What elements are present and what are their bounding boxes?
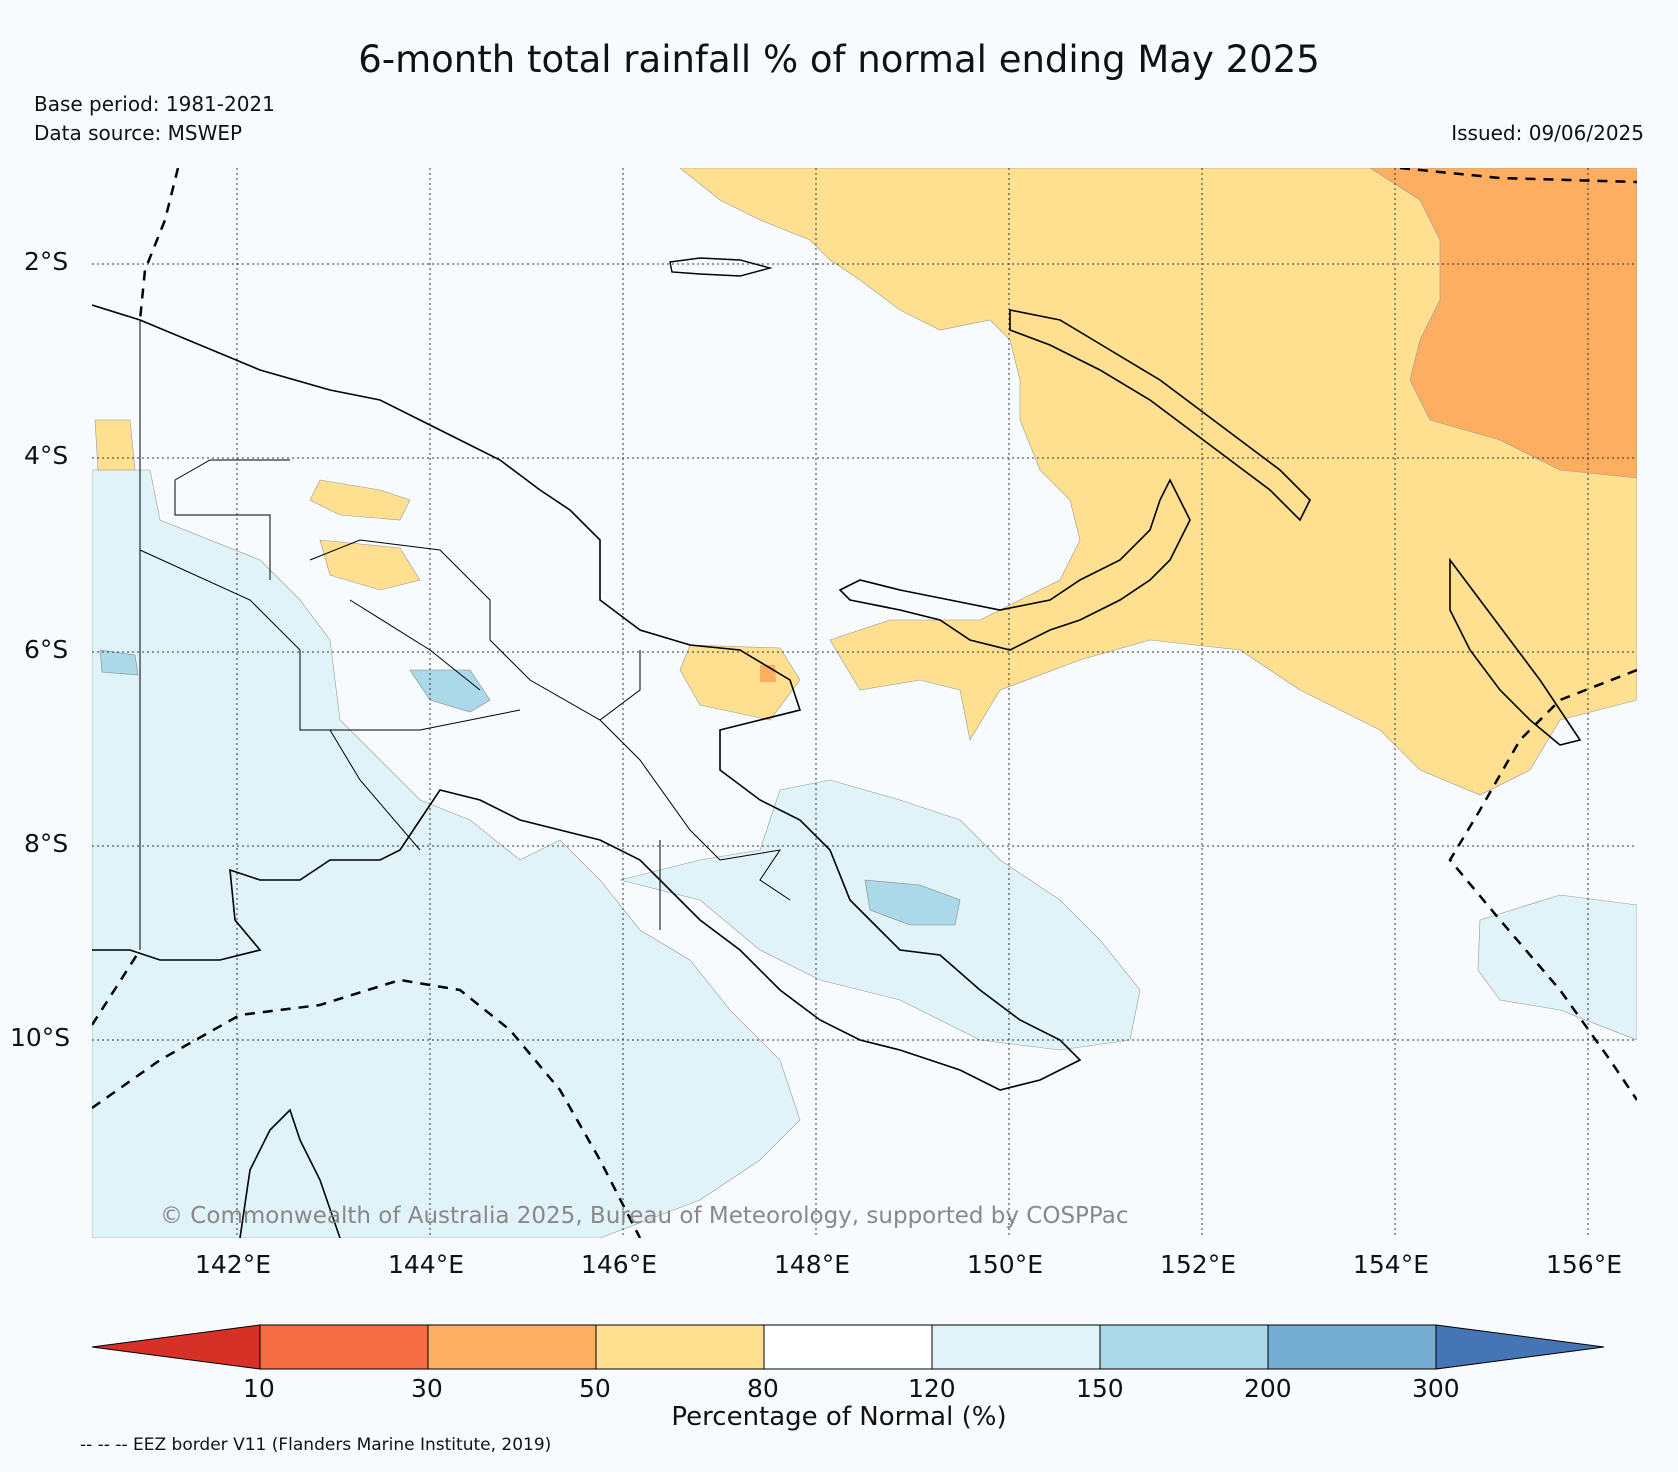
province-borders — [139, 320, 791, 950]
lon-label-142e: 142°E — [195, 1250, 272, 1279]
rain-zone-50-80-west-patch-4 — [94, 419, 136, 471]
manus-island-coastline — [669, 257, 773, 277]
colorbar-swatch-120-150 — [931, 1324, 1101, 1370]
bougainville-coastline — [1449, 557, 1582, 746]
lat-label-2s: 2°S — [24, 247, 69, 276]
rain-zone-50-80-west-patch-1 — [309, 479, 411, 521]
rain-zone-120-150-southwest — [92, 469, 801, 1238]
issued-date-label: Issued: 09/06/2025 — [1451, 121, 1644, 145]
colorbar-tick-150: 150 — [1076, 1374, 1124, 1403]
colorbar-swatch-150-200 — [1099, 1324, 1269, 1370]
colorbar-swatch-50-80 — [595, 1324, 765, 1370]
colorbar — [91, 1324, 1605, 1370]
colorbar-swatch-80-120 — [763, 1324, 933, 1370]
lon-label-146e: 146°E — [581, 1250, 658, 1279]
lat-label-4s: 4°S — [24, 441, 69, 470]
rain-zone-150-200-highlands — [409, 669, 491, 713]
rain-zone-120-150-southeast — [1477, 894, 1637, 1041]
rain-zone-30-50-northeast — [1369, 168, 1637, 479]
new-guinea-coastline — [92, 304, 1082, 1091]
lon-label-156e: 156°E — [1546, 1250, 1623, 1279]
colorbar-swatch-200-300 — [1267, 1324, 1437, 1370]
lat-label-10s: 10°S — [10, 1023, 71, 1052]
lon-label-144e: 144°E — [388, 1250, 465, 1279]
colorbar-tick-80: 80 — [747, 1374, 779, 1403]
rain-zone-120-150-central-south — [619, 779, 1141, 1051]
rain-zone-50-80-west-patch-3 — [319, 539, 421, 591]
colorbar-tick-30: 30 — [411, 1374, 443, 1403]
rain-zone-50-80-northeast — [679, 168, 1637, 796]
rain-zone-150-200-central — [864, 879, 961, 926]
rain-zone-150-200-west — [99, 649, 139, 676]
colorbar-swatch-10-30 — [259, 1324, 429, 1370]
copyright-text: © Commonwealth of Australia 2025, Bureau… — [160, 1203, 1129, 1229]
lat-label-8s: 8°S — [24, 829, 69, 858]
colorbar-tick-200: 200 — [1244, 1374, 1292, 1403]
colorbar-swatch-above-300 — [1435, 1324, 1605, 1370]
colorbar-swatch-30-50 — [427, 1324, 597, 1370]
eez-border-note: -- -- -- EEZ border V11 (Flanders Marine… — [80, 1435, 552, 1455]
colorbar-title: Percentage of Normal (%) — [671, 1402, 1007, 1432]
data-source-label: Data source: MSWEP — [34, 121, 243, 145]
new-britain-coastline — [838, 478, 1191, 651]
chart-title: 6-month total rainfall % of normal endin… — [358, 38, 1320, 81]
base-period-label: Base period: 1981-2021 — [34, 92, 275, 116]
lon-label-150e: 150°E — [967, 1250, 1044, 1279]
lon-label-148e: 148°E — [774, 1250, 851, 1279]
colorbar-tick-300: 300 — [1412, 1374, 1460, 1403]
colorbar-tick-10: 10 — [243, 1374, 275, 1403]
lat-label-6s: 6°S — [24, 635, 69, 664]
new-ireland-coastline — [1009, 309, 1311, 522]
lon-label-154e: 154°E — [1353, 1250, 1430, 1279]
australia-coastline — [239, 1108, 341, 1238]
eez-borders — [92, 168, 1637, 1238]
colorbar-tick-120: 120 — [908, 1374, 956, 1403]
colorbar-swatch-below-10 — [91, 1324, 261, 1370]
lon-label-152e: 152°E — [1160, 1250, 1237, 1279]
colorbar-tick-50: 50 — [579, 1374, 611, 1403]
rain-zone-50-80-west-patch-2 — [679, 644, 801, 721]
